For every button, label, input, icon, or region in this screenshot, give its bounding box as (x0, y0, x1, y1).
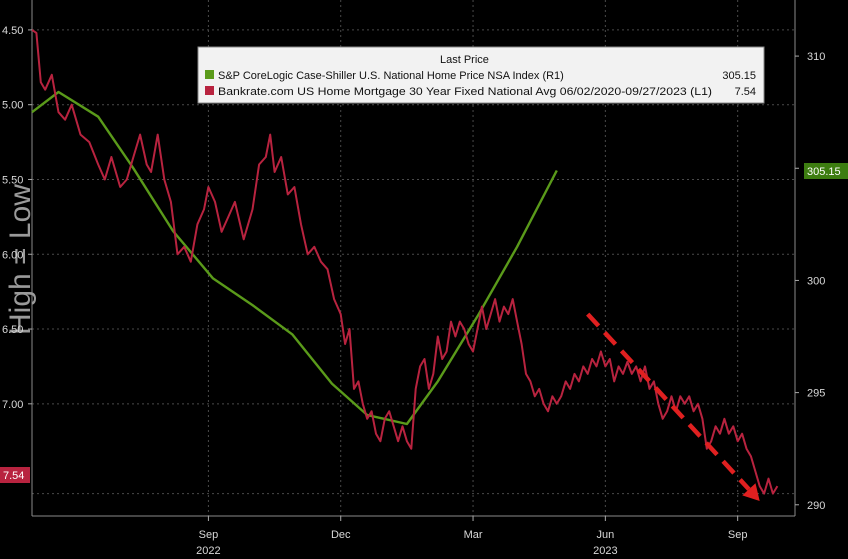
x-tick-label-3: Jun (596, 529, 614, 541)
legend-label-mortgage: Bankrate.com US Home Mortgage 30 Year Fi… (218, 86, 712, 98)
right-tick-label-4: 290 (807, 500, 825, 512)
series-layer (31, 29, 779, 495)
legend: Last Price S&P CoreLogic Case-Shiller U.… (197, 46, 765, 104)
legend-box (197, 46, 765, 104)
left-axis-ticks: 4.50 5.00 5.50 6.00 6.50 7.00 (2, 25, 32, 411)
annotation-layer (586, 312, 760, 501)
x-tick-label-1: Dec (331, 529, 351, 541)
left-tick-label-5: 7.00 (2, 399, 23, 411)
legend-header: Last Price (440, 54, 489, 66)
watermark-text: High = Low (4, 184, 37, 335)
left-tick-label-2: 5.50 (2, 174, 23, 186)
x-tick-label-4: Sep (728, 529, 748, 541)
legend-label-home-price: S&P CoreLogic Case-Shiller U.S. National… (218, 70, 564, 82)
right-tick-label-3: 295 (807, 388, 825, 400)
right-tick-label-2: 300 (807, 275, 825, 287)
right-tick-label-0: 310 (807, 51, 825, 63)
right-badge-value: 305.15 (807, 166, 841, 178)
left-tick-label-3: 6.00 (2, 249, 23, 261)
legend-value-home-price: 305.15 (722, 70, 756, 82)
x-tick-label-2: Mar (464, 529, 483, 541)
legend-value-mortgage: 7.54 (735, 86, 756, 98)
left-last-price-badge: 7.54 (0, 467, 30, 483)
left-tick-label-4: 6.50 (2, 324, 23, 336)
trend-arrow-head-0 (742, 483, 760, 501)
legend-swatch-red (205, 86, 214, 95)
trend-arrow-shaft-0 (586, 312, 751, 491)
x-tick-label-0: Sep (199, 529, 219, 541)
x-axis-ticks: Sep 2022 Dec Mar Jun 2023 Sep (196, 516, 747, 557)
left-badge-value: 7.54 (3, 470, 24, 482)
legend-swatch-green (205, 70, 214, 79)
series-line-home-price (31, 90, 558, 426)
x-tick-year-0: 2022 (196, 545, 220, 557)
x-tick-year-3: 2023 (593, 545, 617, 557)
right-last-price-badge: 305.15 (804, 163, 848, 179)
series-line-mortgage (31, 29, 779, 495)
axes (31, 0, 796, 517)
left-tick-label-0: 4.50 (2, 25, 23, 37)
left-tick-label-1: 5.00 (2, 100, 23, 112)
